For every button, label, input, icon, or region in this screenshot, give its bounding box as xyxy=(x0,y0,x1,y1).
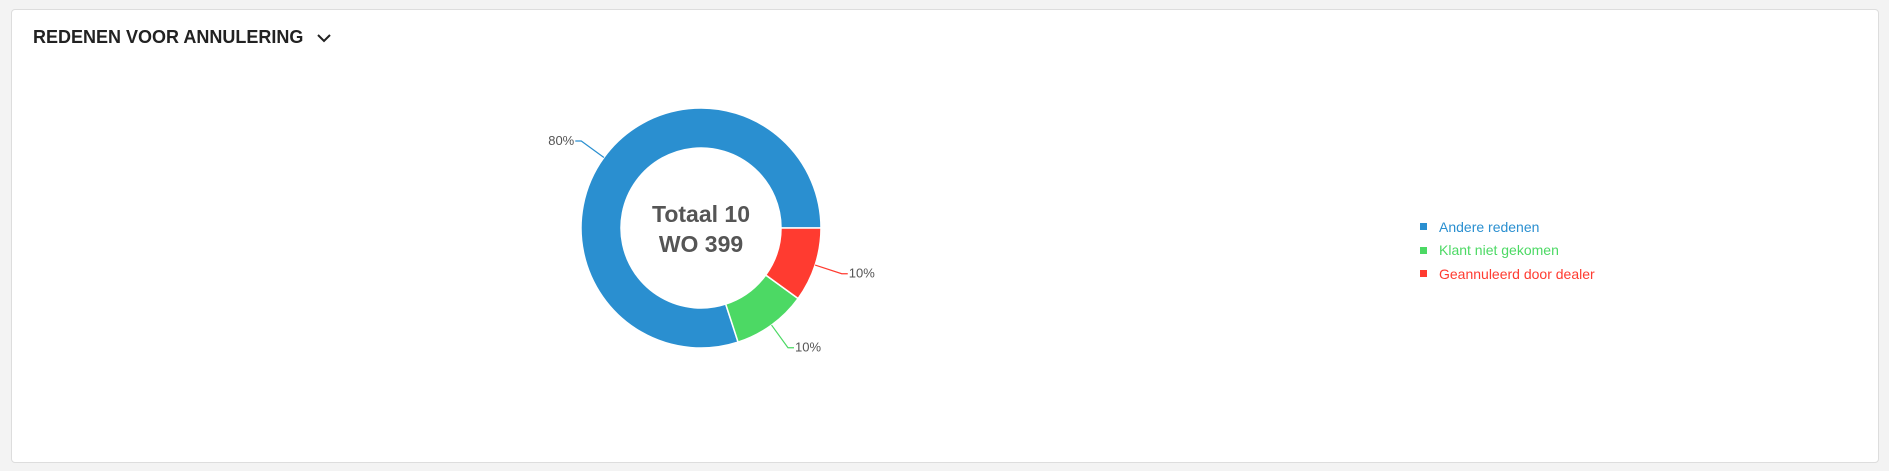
slice-connector-0 xyxy=(575,140,605,158)
slice-label-0: 80% xyxy=(548,133,574,148)
legend-swatch xyxy=(1420,223,1427,231)
legend-item[interactable]: Geannuleerd door dealer xyxy=(1420,262,1595,286)
legend-label: Andere redenen xyxy=(1439,218,1540,235)
legend-item[interactable]: Klant niet gekomen xyxy=(1420,239,1595,263)
cancellation-reasons-card: REDENEN VOOR ANNULERING 80% 10% 10% Totaal … xyxy=(11,9,1879,463)
legend-swatch xyxy=(1420,246,1427,254)
slice-connector-1 xyxy=(771,324,794,349)
legend-item[interactable]: Andere redenen xyxy=(1420,215,1595,239)
slice-label-1: 10% xyxy=(795,340,821,355)
donut-slice-0[interactable] xyxy=(580,107,822,349)
slice-label-2: 10% xyxy=(849,266,875,281)
donut-slice-2[interactable] xyxy=(764,227,822,300)
legend-swatch xyxy=(1420,270,1427,278)
legend-label: Klant niet gekomen xyxy=(1439,242,1559,259)
center-text-0: Totaal 10 xyxy=(652,201,750,227)
donut-chart: 80% 10% 10% Totaal 10 WO 399 xyxy=(548,107,875,355)
card-title: REDENEN VOOR ANNULERING xyxy=(33,27,304,47)
center-text-1: WO 399 xyxy=(659,231,743,257)
chart-legend: Andere redenen Klant niet gekomen Geannule… xyxy=(1420,215,1595,286)
chevron-down-icon[interactable] xyxy=(315,29,333,47)
slice-connector-2 xyxy=(814,264,848,275)
card-header[interactable]: REDENEN VOOR ANNULERING xyxy=(33,27,333,48)
legend-label: Geannuleerd door dealer xyxy=(1439,265,1595,282)
